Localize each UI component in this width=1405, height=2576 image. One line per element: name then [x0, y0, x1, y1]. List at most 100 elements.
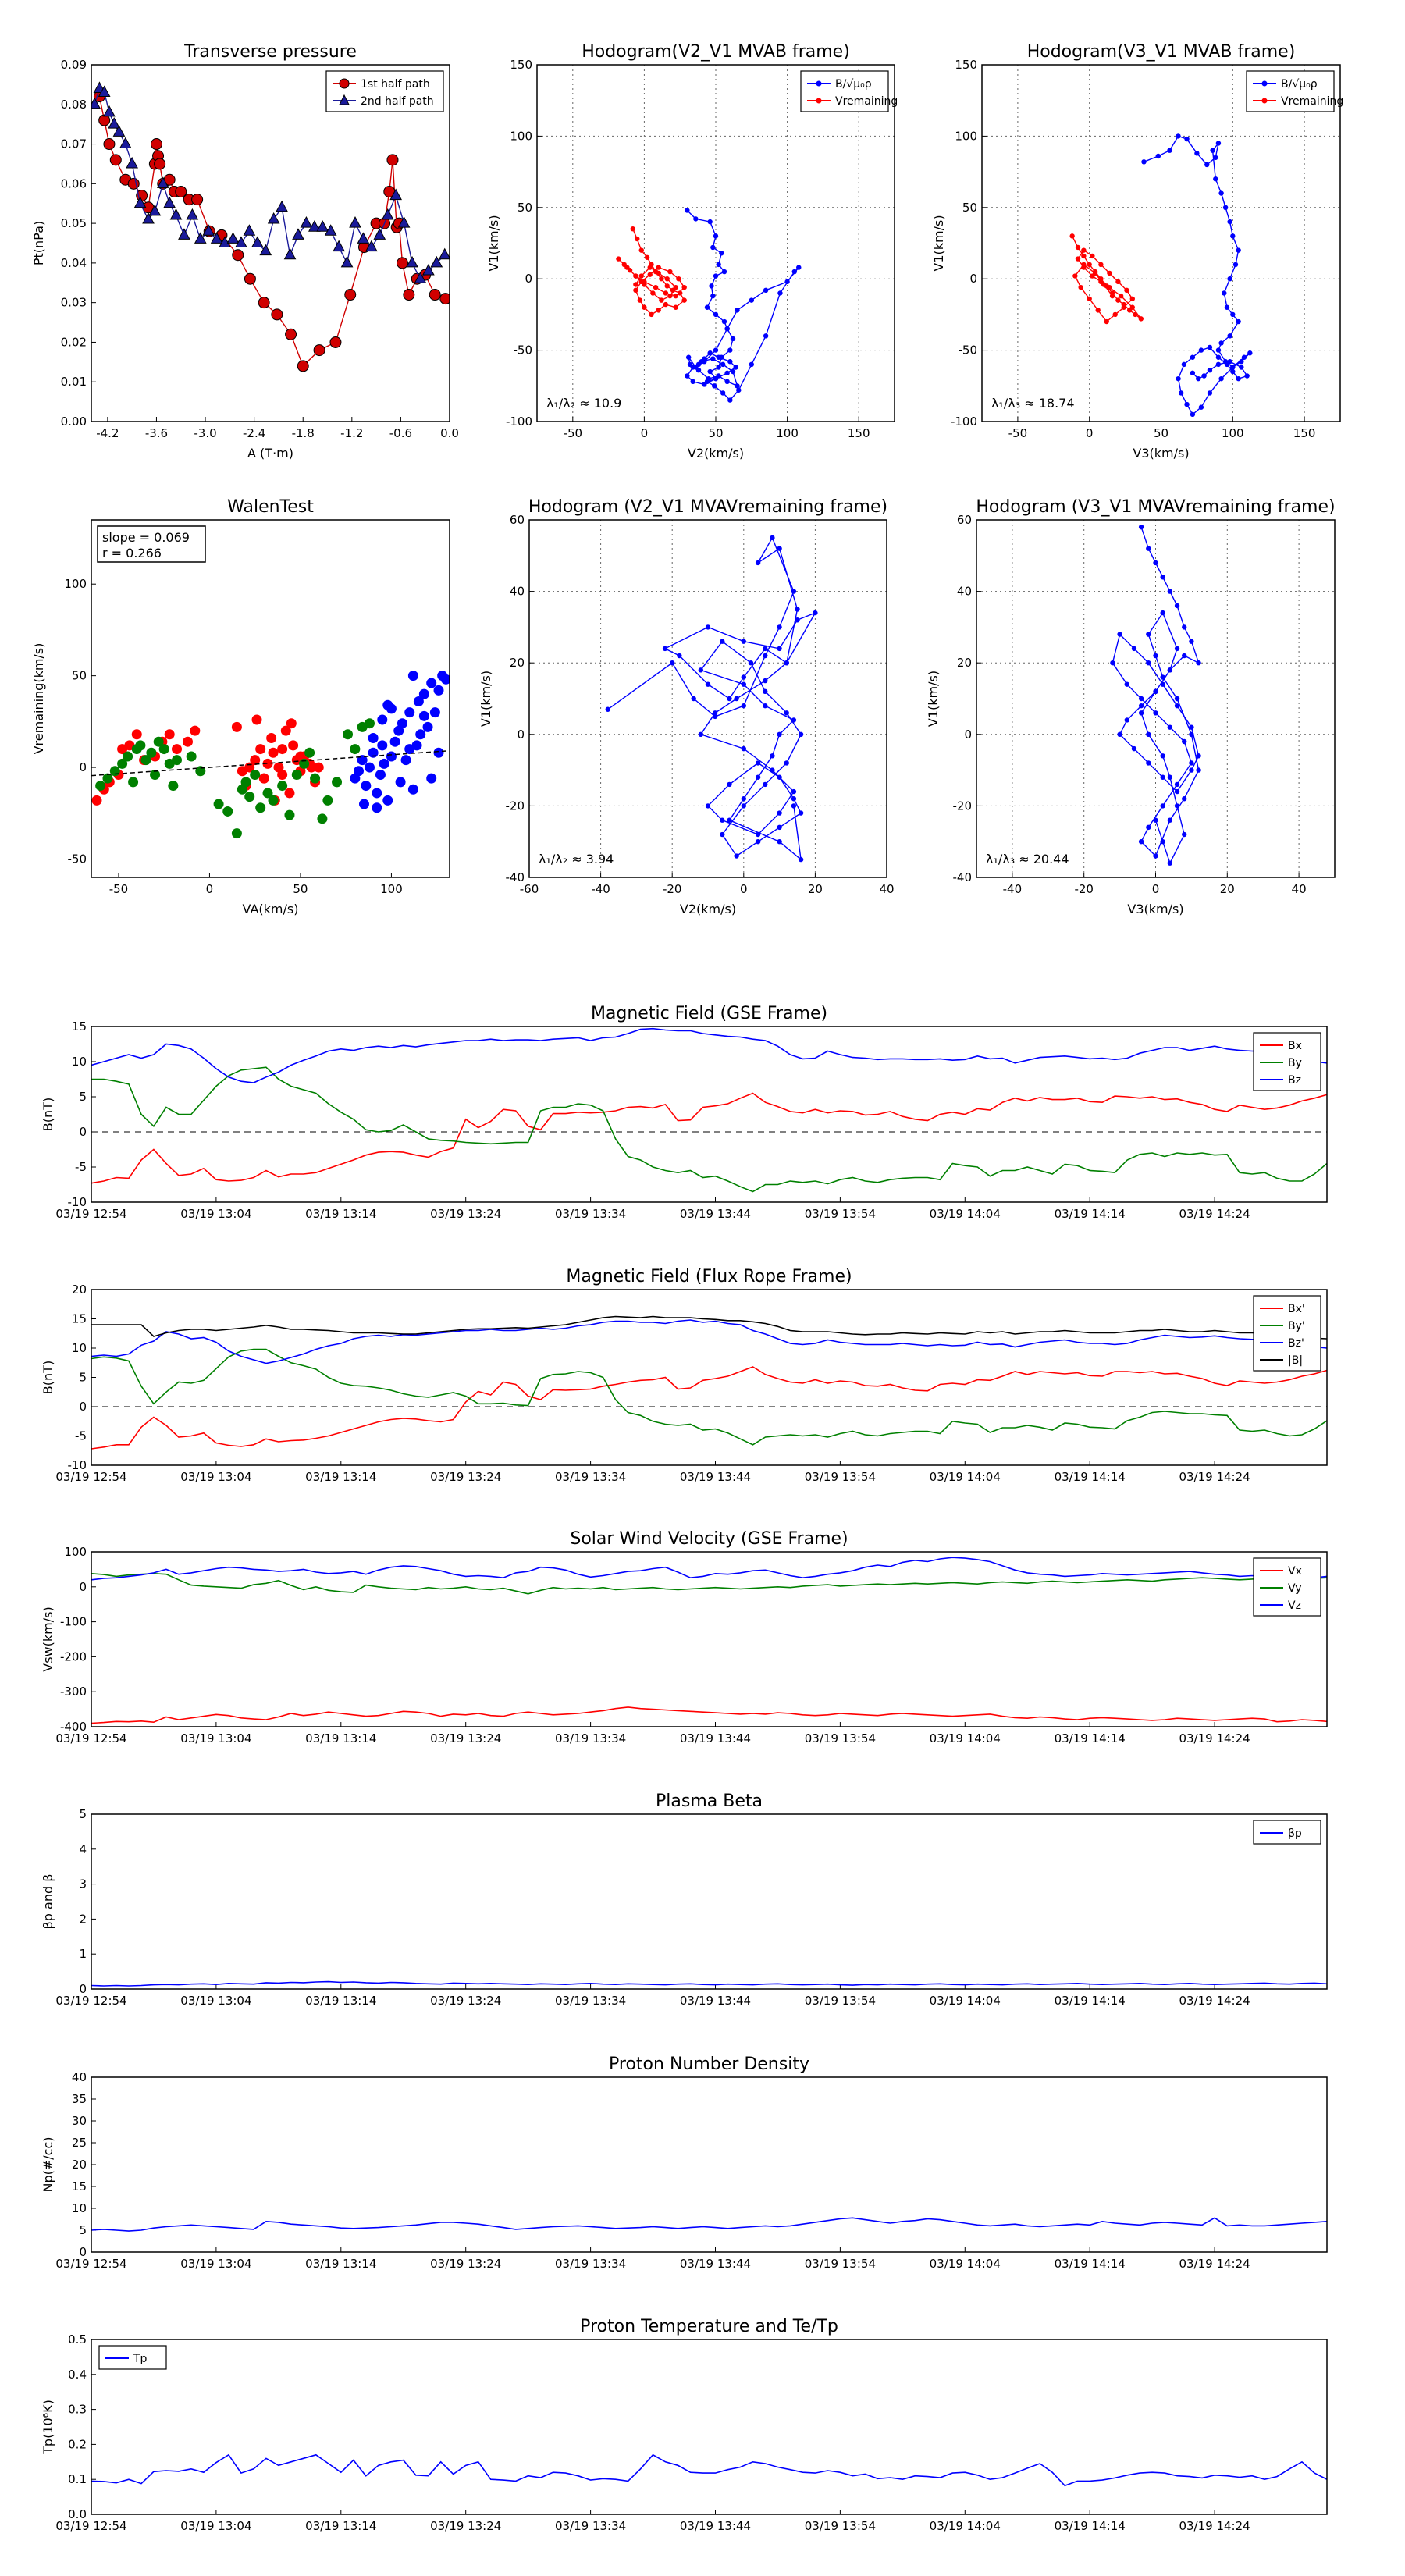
- marker-triangle: [397, 216, 411, 228]
- marker-dot: [1124, 287, 1129, 294]
- y-tick-label: 0.08: [61, 98, 87, 112]
- x-tick-label: 0: [641, 426, 649, 440]
- x-tick-label: 20: [1220, 882, 1235, 896]
- x-tick-label: 03/19 13:44: [680, 2519, 751, 2533]
- y-tick-label: 15: [72, 2179, 87, 2194]
- marker-dot: [777, 839, 782, 845]
- marker-dot: [734, 853, 739, 859]
- marker-dot: [1146, 824, 1151, 831]
- scatter-point: [418, 710, 429, 721]
- x-tick-label: 03/19 13:04: [180, 1994, 251, 2008]
- scatter-point: [268, 795, 279, 806]
- marker-circle: [386, 154, 399, 166]
- marker-dot: [1207, 390, 1213, 396]
- y-tick-label: -100: [60, 1615, 87, 1629]
- marker-triangle: [389, 188, 402, 201]
- y-tick-label: 20: [510, 656, 525, 670]
- marker-dot: [713, 347, 719, 353]
- marker-dot: [1227, 359, 1232, 365]
- marker-triangle: [235, 236, 247, 247]
- marker-dot: [1104, 318, 1109, 325]
- x-tick-label: 03/19 13:34: [555, 1207, 626, 1221]
- y-tick-label: 15: [72, 1312, 87, 1326]
- marker-dot: [638, 247, 644, 253]
- marker-dot: [741, 796, 746, 802]
- marker-dot: [1107, 284, 1112, 290]
- legend-label: βp: [1288, 1827, 1302, 1840]
- marker-dot: [724, 326, 730, 332]
- y-axis-label: B(nT): [41, 1361, 55, 1394]
- x-tick-label: 03/19 13:04: [180, 2519, 251, 2533]
- plot-area: [1110, 524, 1201, 866]
- scatter-point: [266, 732, 277, 743]
- scatter-point: [123, 751, 133, 762]
- annotation-box: [97, 525, 206, 563]
- scatter-point: [322, 795, 333, 806]
- marker-dot: [667, 269, 673, 275]
- y-tick-label: 0: [525, 272, 532, 286]
- marker-dot: [1095, 308, 1101, 313]
- scatter-point: [172, 744, 183, 755]
- marker-dot: [681, 284, 687, 290]
- y-tick-label: 0: [79, 760, 87, 774]
- marker-dot: [706, 375, 712, 382]
- legend-box: [1253, 1295, 1321, 1372]
- marker-dot: [1167, 774, 1173, 780]
- y-axis-label: V1(km/s): [478, 671, 493, 727]
- marker-dot: [710, 293, 716, 299]
- plot-frame: [536, 64, 895, 422]
- plot-frame: [91, 1026, 1328, 1203]
- panel-proton-temperature: Proton Temperature and Te/Tp 0.0 0.1 0.2 0.3…: [41, 2317, 1328, 2533]
- marker-dot: [656, 270, 661, 276]
- x-axis-label: V3(km/s): [1133, 446, 1189, 461]
- marker-dot: [1115, 279, 1121, 285]
- marker-triangle: [365, 240, 378, 252]
- marker-dot: [1117, 632, 1122, 637]
- marker-dot: [1174, 696, 1180, 702]
- y-tick-label: 5: [79, 1807, 87, 1821]
- scatter-point: [429, 707, 440, 718]
- x-tick-label: 100: [380, 882, 403, 896]
- marker-dot: [690, 379, 695, 385]
- x-tick-label: 03/19 14:14: [1055, 1207, 1126, 1221]
- x-axis-label: V2(km/s): [680, 902, 736, 916]
- marker-dot: [749, 297, 754, 303]
- marker-dot: [1247, 350, 1253, 356]
- panel-hodogram-v3-v1-mvav: Hodogram (V3_V1 MVAVremaining frame) -40 -…: [926, 497, 1336, 916]
- marker-dot: [720, 361, 726, 368]
- marker-dot: [1218, 375, 1224, 382]
- y-tick-label: 30: [72, 2114, 87, 2128]
- marker-dot: [698, 667, 704, 673]
- marker-dot: [681, 297, 687, 303]
- legend-label: Bz: [1288, 1074, 1301, 1087]
- scatter-point: [258, 773, 269, 784]
- x-tick-label: 03/19 13:54: [805, 2519, 876, 2533]
- marker-dot: [784, 710, 789, 716]
- x-tick-label: 03/19 12:54: [55, 2257, 126, 2271]
- marker-dot: [710, 244, 716, 251]
- marker-dot: [741, 745, 746, 752]
- marker-dot: [1227, 219, 1232, 225]
- marker-dot: [763, 678, 768, 684]
- marker-dot: [730, 336, 736, 342]
- plot-area: [91, 2217, 1327, 2232]
- marker-triangle: [292, 228, 304, 240]
- marker-dot: [1138, 703, 1144, 709]
- x-axis-label: VA(km/s): [243, 902, 299, 916]
- y-tick-label: -20: [953, 799, 973, 813]
- x-tick-label: 03/19 14:04: [930, 1207, 1001, 1221]
- marker-dot: [748, 660, 754, 666]
- legend: B/√μ₀ρ Vremaining: [800, 70, 898, 112]
- x-tick-label: -2.4: [243, 426, 265, 440]
- marker-dot: [605, 706, 610, 712]
- scatter-point: [332, 777, 343, 788]
- scatter-point: [182, 736, 193, 747]
- y-tick-label: 20: [957, 656, 972, 670]
- marker-dot: [1201, 373, 1207, 379]
- scatter-point: [168, 781, 179, 792]
- marker-dot: [695, 361, 702, 368]
- y-tick-label: 40: [72, 2070, 87, 2084]
- scatter-point: [422, 721, 433, 732]
- scatter-point: [102, 773, 113, 784]
- marker-dot: [1153, 560, 1158, 566]
